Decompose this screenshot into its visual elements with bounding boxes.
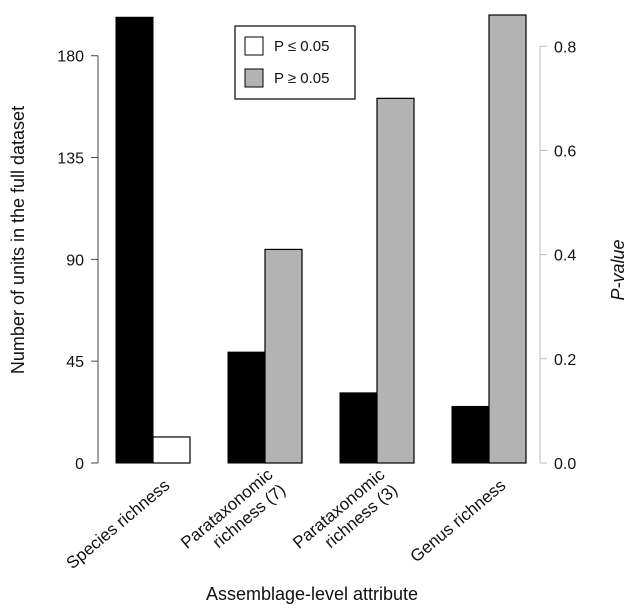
- x-tick-line: Species richness: [63, 476, 174, 573]
- right-tick-label: 0.4: [554, 248, 576, 265]
- bar-pvalue-2: [376, 97, 415, 464]
- legend-label-high: P ≥ 0.05: [274, 70, 330, 87]
- left-axis: 0 45 90 135 180: [57, 49, 99, 473]
- right-tick-label: 0.6: [554, 143, 576, 160]
- x-tick-label-3: Genus richness: [407, 476, 510, 566]
- legend-swatch-high: [244, 68, 264, 88]
- legend-swatch-low: [244, 36, 264, 56]
- left-axis-label: Number of units in the full dataset: [8, 106, 28, 374]
- x-tick-line: Genus richness: [407, 476, 510, 566]
- x-axis-label: Assemblage-level attribute: [206, 584, 418, 604]
- left-tick-label: 45: [66, 354, 84, 371]
- x-tick-label-1: Parataxonomicrichness (7): [177, 465, 289, 568]
- bar-count-3: [451, 405, 490, 464]
- bar-count-2: [339, 392, 378, 464]
- bar-count-0: [115, 16, 154, 464]
- bars-right-series: [152, 14, 527, 464]
- x-tick-label-0: Species richness: [63, 476, 174, 573]
- bars-left-series: [115, 16, 490, 464]
- right-tick-label: 0.8: [554, 39, 576, 56]
- right-axis-label: P-value: [608, 239, 628, 300]
- left-tick-label: 180: [57, 49, 84, 66]
- bar-count-1: [227, 351, 266, 464]
- x-tick-label-2: Parataxonomicrichness (3): [289, 465, 401, 568]
- right-axis: 0.0 0.2 0.4 0.6 0.8: [539, 39, 576, 473]
- left-tick-label: 0: [75, 456, 84, 473]
- legend: P ≤ 0.05 P ≥ 0.05: [234, 25, 356, 100]
- bar-pvalue-0: [152, 436, 191, 464]
- x-tick-labels: Species richness Parataxonomicrichness (7…: [63, 465, 510, 573]
- left-tick-label: 90: [66, 252, 84, 269]
- right-tick-label: 0.2: [554, 352, 576, 369]
- bar-pvalue-3: [488, 14, 527, 464]
- left-tick-label: 135: [57, 151, 84, 168]
- right-tick-label: 0.0: [554, 456, 576, 473]
- bar-pvalue-1: [264, 248, 303, 464]
- legend-label-low: P ≤ 0.05: [274, 38, 330, 55]
